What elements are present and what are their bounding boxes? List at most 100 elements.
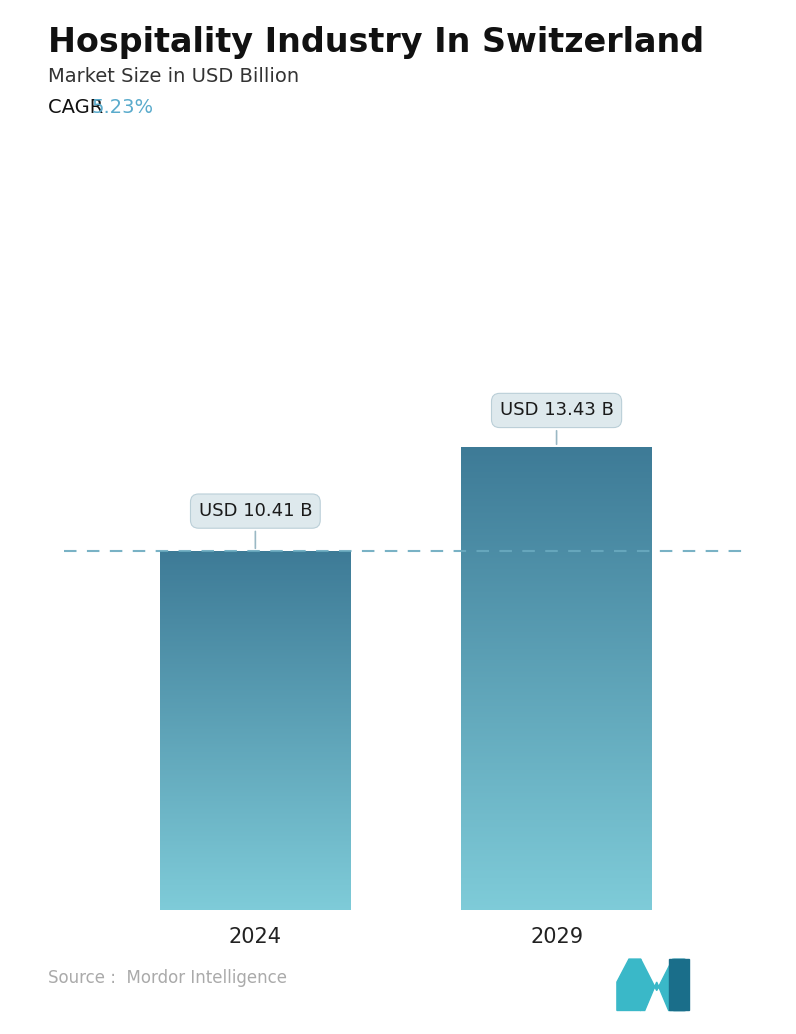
Bar [159,631,351,633]
Bar [461,854,653,856]
Bar [159,724,351,726]
Bar [159,735,351,736]
Bar [461,488,653,490]
Bar [461,641,653,643]
Bar [461,478,653,480]
Bar [159,887,351,888]
Bar [461,459,653,461]
Bar [159,787,351,788]
Bar [461,628,653,629]
Bar [159,637,351,638]
Bar [461,828,653,829]
Bar [159,602,351,604]
Bar [159,868,351,870]
Bar [461,729,653,731]
Bar [461,907,653,909]
Bar [461,543,653,544]
Bar [159,694,351,696]
Bar [461,737,653,738]
Bar [461,807,653,809]
Bar [461,456,653,458]
Bar [461,767,653,769]
Bar [461,816,653,817]
Bar [461,466,653,468]
Bar [461,678,653,680]
Bar [159,777,351,779]
Bar [461,880,653,882]
Bar [461,612,653,613]
Bar [461,569,653,571]
Bar [461,766,653,768]
Bar [159,734,351,735]
Bar [461,874,653,876]
Bar [461,703,653,705]
Bar [159,668,351,670]
Bar [461,849,653,851]
Bar [461,590,653,592]
Bar [159,831,351,833]
Bar [461,476,653,478]
Bar [159,903,351,904]
Bar [461,465,653,467]
Bar [159,767,351,769]
Bar [461,801,653,803]
Bar [159,768,351,770]
Polygon shape [669,960,689,1010]
Bar [159,656,351,658]
Bar [461,763,653,765]
Bar [461,701,653,703]
Bar [461,698,653,700]
Bar [159,613,351,614]
Bar [461,548,653,550]
Bar [461,643,653,644]
Bar [159,758,351,759]
Bar [159,899,351,901]
Bar [159,562,351,565]
Bar [159,567,351,568]
Bar [461,535,653,537]
Bar [159,675,351,676]
Bar [159,848,351,849]
Bar [461,670,653,672]
Bar [159,727,351,728]
Bar [159,818,351,819]
Bar [159,843,351,844]
Bar [461,635,653,637]
Bar [159,720,351,721]
Bar [159,730,351,732]
Bar [461,697,653,699]
Bar [159,584,351,586]
Bar [461,716,653,717]
Bar [461,546,653,547]
Bar [461,780,653,782]
Bar [159,615,351,617]
Bar [461,888,653,890]
Bar [159,708,351,710]
Bar [159,572,351,574]
Bar [461,861,653,863]
Bar [461,898,653,900]
Bar [461,835,653,838]
Bar [159,778,351,780]
Bar [461,451,653,453]
Polygon shape [629,960,685,1010]
Bar [461,575,653,577]
Bar [461,829,653,831]
Bar [461,877,653,879]
Bar [461,506,653,508]
Bar [159,739,351,741]
Bar [159,583,351,584]
Bar [461,475,653,477]
Bar [461,851,653,853]
Bar [461,844,653,845]
Bar [461,823,653,825]
Bar [461,484,653,486]
Bar [159,837,351,839]
Bar [159,689,351,690]
Bar [159,776,351,778]
Bar [159,560,351,561]
Bar [159,895,351,896]
Bar [461,485,653,487]
Bar [159,879,351,880]
Bar [461,550,653,552]
